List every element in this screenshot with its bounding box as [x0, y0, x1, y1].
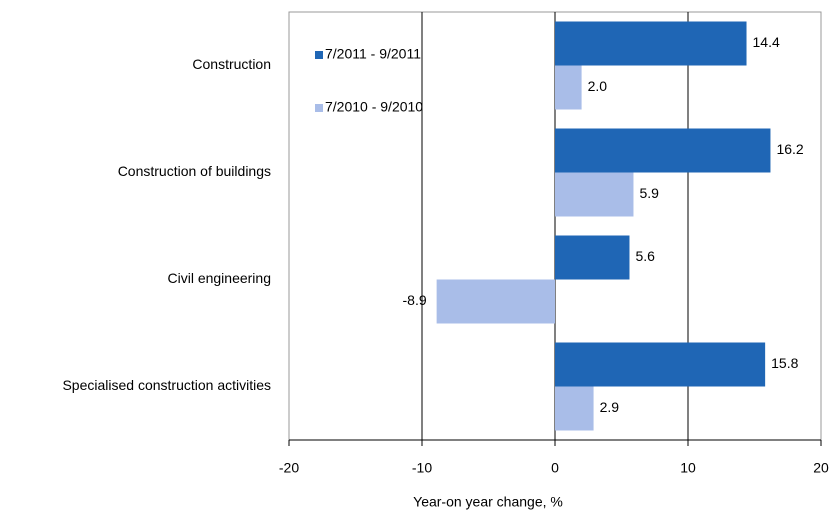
- x-tick-label: 0: [551, 460, 559, 476]
- x-tick-label: 20: [813, 460, 829, 476]
- y-tick-label: Civil engineering: [167, 270, 271, 286]
- bar: [555, 128, 771, 173]
- bar: [555, 65, 582, 110]
- bar: [555, 235, 630, 280]
- bar: [555, 172, 634, 217]
- bar: [555, 386, 594, 431]
- y-tick-label: Construction: [192, 56, 271, 72]
- bar: [555, 342, 766, 387]
- x-tick-label: 10: [680, 460, 696, 476]
- legend-label: 7/2011 - 9/2011: [325, 46, 421, 62]
- y-tick-label: Construction of buildings: [118, 163, 271, 179]
- x-tick-label: -10: [412, 460, 432, 476]
- legend-swatch: [315, 51, 323, 59]
- value-label: 16.2: [776, 141, 803, 157]
- value-label: 5.9: [639, 185, 659, 201]
- value-label: 15.8: [771, 355, 798, 371]
- y-tick-label: Specialised construction activities: [62, 377, 271, 393]
- value-label: -8.9: [403, 292, 427, 308]
- bar: [555, 21, 747, 66]
- x-axis-label: Year-on year change, %: [413, 494, 563, 510]
- value-label: 2.9: [600, 399, 620, 415]
- legend-label: 7/2010 - 9/2010: [325, 99, 423, 115]
- legend-swatch: [315, 104, 323, 112]
- value-label: 2.0: [588, 78, 608, 94]
- value-label: 14.4: [753, 34, 780, 50]
- bar: [436, 279, 555, 324]
- value-label: 5.6: [635, 248, 655, 264]
- x-tick-label: -20: [279, 460, 299, 476]
